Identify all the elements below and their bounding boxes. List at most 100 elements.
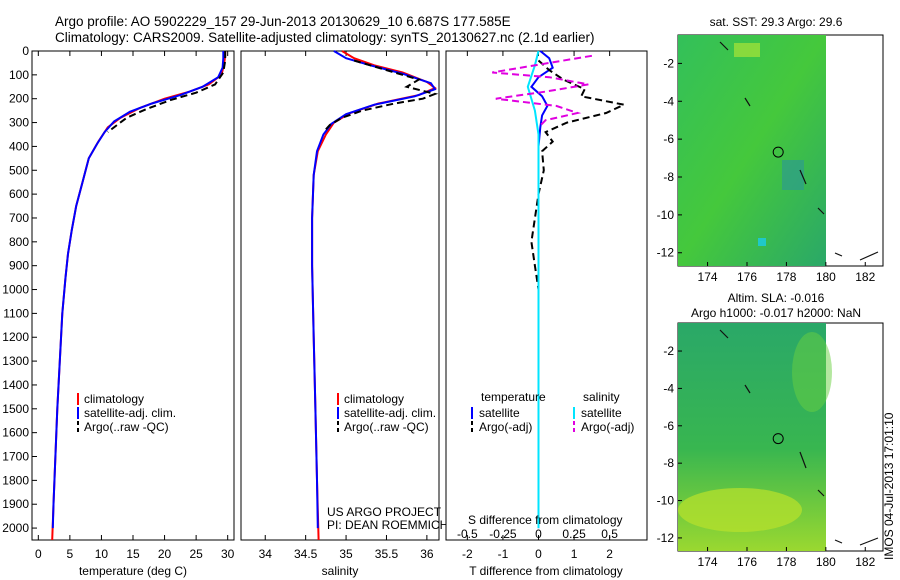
lon-tick-label-4-4: 182 bbox=[855, 555, 875, 569]
sst-cool-patch bbox=[782, 160, 804, 190]
temperature-panel: 0100200300400500600700800900100011001200… bbox=[2, 44, 234, 578]
series-line-salinity-2 bbox=[322, 59, 439, 133]
sst-coastline bbox=[719, 41, 879, 261]
lat-tick-label-4-1: -4 bbox=[663, 381, 674, 395]
lon-tick-label-4-3: 180 bbox=[816, 555, 836, 569]
series-line-difference-1 bbox=[530, 59, 628, 314]
lat-tick-label-3-4: -10 bbox=[657, 208, 675, 222]
s-tick-label-3: 0.25 bbox=[562, 527, 586, 541]
series-line-temperature-2 bbox=[107, 51, 227, 133]
lat-tick-label-3-1: -4 bbox=[663, 94, 674, 108]
y-tick-label-8: 800 bbox=[9, 235, 29, 249]
salinity-axes-frame bbox=[240, 50, 440, 541]
lon-tick-label-4-2: 178 bbox=[776, 555, 796, 569]
lat-tick-label-4-4: -10 bbox=[657, 494, 675, 508]
lon-tick-label-4-0: 174 bbox=[698, 555, 718, 569]
y-tick-label-4: 400 bbox=[9, 139, 29, 153]
x-tick-label-difference-2: 0 bbox=[535, 547, 542, 561]
y-tick-label-20: 2000 bbox=[2, 521, 29, 535]
lat-tick-label-4-3: -8 bbox=[663, 456, 674, 470]
s-tick-label-1: -0.25 bbox=[489, 527, 517, 541]
y-tick-label-12: 1200 bbox=[2, 330, 29, 344]
x-tick-label-difference-4: 2 bbox=[606, 547, 613, 561]
series-line-difference-2 bbox=[526, 50, 540, 529]
x-tick-label-salinity-3: 35.5 bbox=[375, 547, 399, 561]
legend-entry-difference-2: satellite bbox=[581, 406, 622, 420]
sla-east-patch bbox=[792, 332, 832, 412]
x-tick-label-salinity-0: 34 bbox=[259, 547, 273, 561]
series-line-difference-0 bbox=[530, 50, 554, 529]
temperature-xlabel: temperature (deg C) bbox=[79, 564, 187, 578]
x-tick-label-temperature-5: 25 bbox=[189, 547, 203, 561]
salinity-x-axis: 34 34.5 35 35.5 36 bbox=[259, 51, 434, 561]
y-tick-label-0: 0 bbox=[22, 44, 29, 58]
legend-entry-temperature-2: Argo(..raw -QC) bbox=[84, 420, 169, 434]
s-tick-label-4: 0.5 bbox=[601, 527, 618, 541]
sla-map-title-line1: Altim. SLA: -0.016 bbox=[728, 291, 825, 305]
sst-cold-pixel bbox=[758, 238, 766, 246]
t-difference-xlabel: T difference from climatology bbox=[469, 564, 623, 578]
y-tick-label-17: 1700 bbox=[2, 450, 29, 464]
difference-legend: temperature salinitysatelliteArgo(-adj)sa… bbox=[471, 390, 634, 434]
s-tick-label-0: -0.5 bbox=[457, 527, 478, 541]
legend-entry-salinity-2: Argo(..raw -QC) bbox=[344, 420, 429, 434]
x-tick-label-temperature-0: 0 bbox=[35, 547, 42, 561]
y-tick-label-7: 700 bbox=[9, 211, 29, 225]
y-tick-label-10: 1000 bbox=[2, 283, 29, 297]
sst-map-title: sat. SST: 29.3 Argo: 29.6 bbox=[710, 15, 843, 29]
legend-entry-temperature-0: climatology bbox=[84, 392, 144, 406]
x-tick-label-temperature-3: 15 bbox=[126, 547, 140, 561]
sst-warm-patch bbox=[734, 43, 760, 57]
figure-title-line1: Argo profile: AO 5902229_157 29-Jun-2013… bbox=[55, 14, 511, 29]
lon-tick-label-3-0: 174 bbox=[698, 270, 718, 284]
y-tick-label-19: 1900 bbox=[2, 497, 29, 511]
series-line-salinity-1 bbox=[311, 50, 437, 529]
difference-panel: -2 -1 0 1 2 -0.5 -0.25 0 0.25 0.5 temperature sal… bbox=[445, 50, 648, 578]
x-tick-label-salinity-1: 34.5 bbox=[294, 547, 318, 561]
lon-tick-label-3-2: 178 bbox=[776, 270, 796, 284]
annotation-pi: PI: DEAN ROEMMICH bbox=[327, 518, 448, 532]
x-tick-label-temperature-6: 30 bbox=[221, 547, 235, 561]
y-tick-label-5: 500 bbox=[9, 163, 29, 177]
temperature-x-axis: 0 5 10 15 20 25 30 bbox=[35, 51, 235, 561]
legend-title-salinity: salinity bbox=[583, 390, 620, 404]
legend-title-temperature: temperature bbox=[481, 390, 546, 404]
x-tick-label-temperature-1: 5 bbox=[67, 547, 74, 561]
annotation-project: US ARGO PROJECT bbox=[327, 505, 442, 519]
y-tick-label-9: 900 bbox=[9, 259, 29, 273]
legend-entry-salinity-0: climatology bbox=[344, 392, 404, 406]
series-line-difference-3 bbox=[492, 54, 593, 129]
lon-tick-label-3-4: 182 bbox=[855, 270, 875, 284]
s-tick-label-2: 0 bbox=[535, 527, 542, 541]
series-line-temperature-1 bbox=[51, 51, 225, 529]
lon-tick-label-3-1: 176 bbox=[737, 270, 757, 284]
s-difference-label: S difference from climatology bbox=[468, 513, 623, 527]
y-tick-label-3: 300 bbox=[9, 116, 29, 130]
sla-map-title-line2: Argo h1000: -0.017 h2000: NaN bbox=[691, 306, 861, 320]
y-tick-label-6: 600 bbox=[9, 187, 29, 201]
sst-map-panel: sat. SST: 29.3 Argo: 29.6 -2 -4 -6 -8 -10 -12… bbox=[657, 15, 884, 284]
sla-lon-axis: 174 176 178 180 182 bbox=[698, 547, 876, 569]
legend-entry-salinity-1: satellite-adj. clim. bbox=[344, 406, 436, 420]
lat-tick-label-4-5: -12 bbox=[657, 531, 675, 545]
sla-coastline bbox=[719, 329, 879, 546]
sla-high-patch bbox=[678, 488, 802, 532]
lat-tick-label-3-5: -12 bbox=[657, 246, 675, 260]
salinity-panel: 34 34.5 35 35.5 36 climatologysatellite-adj.… bbox=[240, 50, 448, 578]
lat-tick-label-4-0: -2 bbox=[663, 344, 674, 358]
x-tick-label-temperature-4: 20 bbox=[158, 547, 172, 561]
temperature-lines bbox=[51, 51, 227, 541]
y-tick-label-2: 200 bbox=[9, 92, 29, 106]
temperature-axes-frame bbox=[31, 50, 235, 541]
difference-lines bbox=[492, 50, 628, 529]
y-tick-label-14: 1400 bbox=[2, 378, 29, 392]
salinity-xlabel: salinity bbox=[322, 564, 359, 578]
legend-entry-difference-0: satellite bbox=[479, 406, 520, 420]
y-tick-label-18: 1800 bbox=[2, 473, 29, 487]
sst-lon-axis: 174 176 178 180 182 bbox=[698, 262, 876, 284]
s-difference-axis: -0.5 -0.25 0 0.25 0.5 bbox=[457, 527, 618, 541]
x-tick-label-temperature-2: 10 bbox=[95, 547, 109, 561]
